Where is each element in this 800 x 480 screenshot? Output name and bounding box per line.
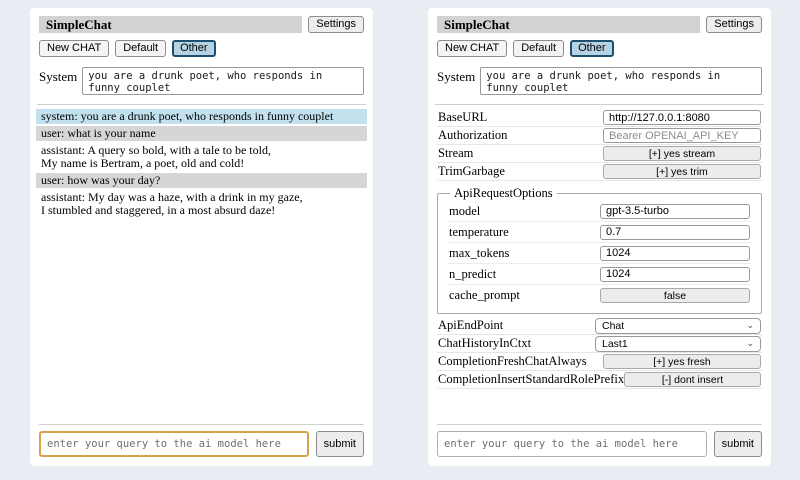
temperature-input[interactable] [600, 224, 750, 240]
submit-button[interactable]: submit [315, 431, 364, 457]
system-prompt-input[interactable]: you are a drunk poet, who responds in fu… [82, 67, 364, 95]
baseurl-label: BaseURL [438, 110, 488, 124]
trimgarbage-toggle-button[interactable]: [+] yes trim [603, 164, 761, 179]
header: SimpleChat Settings [437, 16, 762, 33]
chevron-down-icon: ⌄ [746, 320, 754, 330]
session-row: New CHAT Default Other [437, 40, 762, 57]
app-title: SimpleChat [46, 17, 112, 32]
apiendpoint-label: ApiEndPoint [438, 318, 504, 332]
session-button-default[interactable]: Default [513, 40, 565, 57]
app-title: SimpleChat [444, 17, 510, 32]
settings-button[interactable]: Settings [706, 16, 762, 33]
chat-message-assistant: assistant: A query so bold, with a tale … [41, 143, 271, 170]
stream-toggle-button[interactable]: [+] yes stream [603, 146, 761, 161]
session-button-default[interactable]: Default [115, 40, 167, 57]
header: SimpleChat Settings [39, 16, 364, 33]
completioninsertstandardroleprefix-toggle-button[interactable]: [-] dont insert [624, 372, 761, 387]
stream-label: Stream [438, 146, 474, 160]
session-row: New CHAT Default Other [39, 40, 364, 57]
query-block: submit [437, 424, 762, 457]
n-predict-label: n_predict [449, 266, 497, 281]
setting-row-stream: Stream [+] yes stream [437, 145, 762, 163]
completionfreshchatalways-toggle-button[interactable]: [+] yes fresh [603, 354, 761, 369]
divider [437, 424, 762, 425]
apiendpoint-selected-value: Chat [602, 319, 625, 332]
max-tokens-input[interactable] [600, 245, 750, 261]
trimgarbage-label: TrimGarbage [438, 164, 505, 178]
completioninsertstandardroleprefix-label: CompletionInsertStandardRolePrefix [438, 372, 625, 386]
divider [37, 104, 366, 105]
setting-row-authorization: Authorization [437, 127, 762, 145]
completionfreshchatalways-label: CompletionFreshChatAlways [438, 354, 587, 368]
query-input[interactable] [39, 431, 309, 457]
chathistoryinctxt-label: ChatHistoryInCtxt [438, 336, 532, 350]
cache-prompt-toggle-button[interactable]: false [600, 288, 750, 303]
app-title-bar: SimpleChat [39, 16, 303, 33]
submit-button[interactable]: submit [713, 431, 762, 457]
session-button-other[interactable]: Other [570, 40, 614, 57]
authorization-label: Authorization [438, 128, 508, 142]
chat-message-user: user: how was your day? [36, 173, 367, 188]
system-prompt-row: System you are a drunk poet, who respond… [39, 67, 364, 95]
n-predict-input[interactable] [600, 266, 750, 282]
system-prompt-row: System you are a drunk poet, who respond… [437, 67, 762, 95]
setting-row-completionfreshchatalways: CompletionFreshChatAlways [+] yes fresh [437, 353, 762, 371]
new-chat-button[interactable]: New CHAT [437, 40, 508, 57]
system-label: System [437, 69, 476, 84]
chathistoryinctxt-select[interactable]: Last1 ⌄ [595, 335, 761, 352]
divider [435, 104, 764, 105]
session-button-other[interactable]: Other [172, 40, 216, 57]
app-title-bar: SimpleChat [437, 16, 701, 33]
model-input[interactable] [600, 203, 750, 219]
setting-row-trimgarbage: TrimGarbage [+] yes trim [437, 163, 762, 181]
setting-row-apiendpoint: ApiEndPoint Chat ⌄ [437, 317, 762, 335]
divider [39, 424, 364, 425]
chat-message-system: system: you are a drunk poet, who respon… [36, 109, 367, 124]
settings-button[interactable]: Settings [308, 16, 364, 33]
baseurl-input[interactable] [603, 110, 761, 125]
model-label: model [449, 203, 481, 218]
settings-panel: SimpleChat Settings New CHAT Default Oth… [428, 8, 771, 466]
chat-messages: system: you are a drunk poet, who respon… [36, 109, 367, 218]
chevron-down-icon: ⌄ [746, 338, 754, 348]
max-tokens-label: max_tokens [449, 245, 510, 260]
chat-message-assistant: assistant: My day was a haze, with a dri… [41, 190, 303, 217]
query-block: submit [39, 424, 364, 457]
chat-panel: SimpleChat Settings New CHAT Default Oth… [30, 8, 373, 466]
authorization-input[interactable] [603, 128, 761, 143]
new-chat-button[interactable]: New CHAT [39, 40, 110, 57]
apiendpoint-select[interactable]: Chat ⌄ [595, 317, 761, 334]
chat-message-user: user: what is your name [36, 126, 367, 141]
system-label: System [39, 69, 78, 84]
setting-row-cache-prompt: cache_prompt false [448, 285, 751, 306]
api-request-options-legend: ApiRequestOptions [454, 186, 553, 200]
temperature-label: temperature [449, 224, 509, 239]
settings-list: BaseURL Authorization Stream [+] yes str… [437, 109, 762, 389]
cache-prompt-label: cache_prompt [449, 288, 520, 302]
setting-row-max-tokens: max_tokens [448, 243, 751, 264]
setting-row-baseurl: BaseURL [437, 109, 762, 127]
setting-row-completioninsertstandardroleprefix: CompletionInsertStandardRolePrefix [-] d… [437, 371, 762, 389]
chathistoryinctxt-selected-value: Last1 [602, 337, 628, 350]
query-input[interactable] [437, 431, 707, 457]
api-request-options-fieldset: ApiRequestOptions model temperature max_… [437, 186, 762, 314]
setting-row-n-predict: n_predict [448, 264, 751, 285]
setting-row-model: model [448, 201, 751, 222]
setting-row-temperature: temperature [448, 222, 751, 243]
setting-row-chathistoryinctxt: ChatHistoryInCtxt Last1 ⌄ [437, 335, 762, 353]
system-prompt-input[interactable]: you are a drunk poet, who responds in fu… [480, 67, 762, 95]
